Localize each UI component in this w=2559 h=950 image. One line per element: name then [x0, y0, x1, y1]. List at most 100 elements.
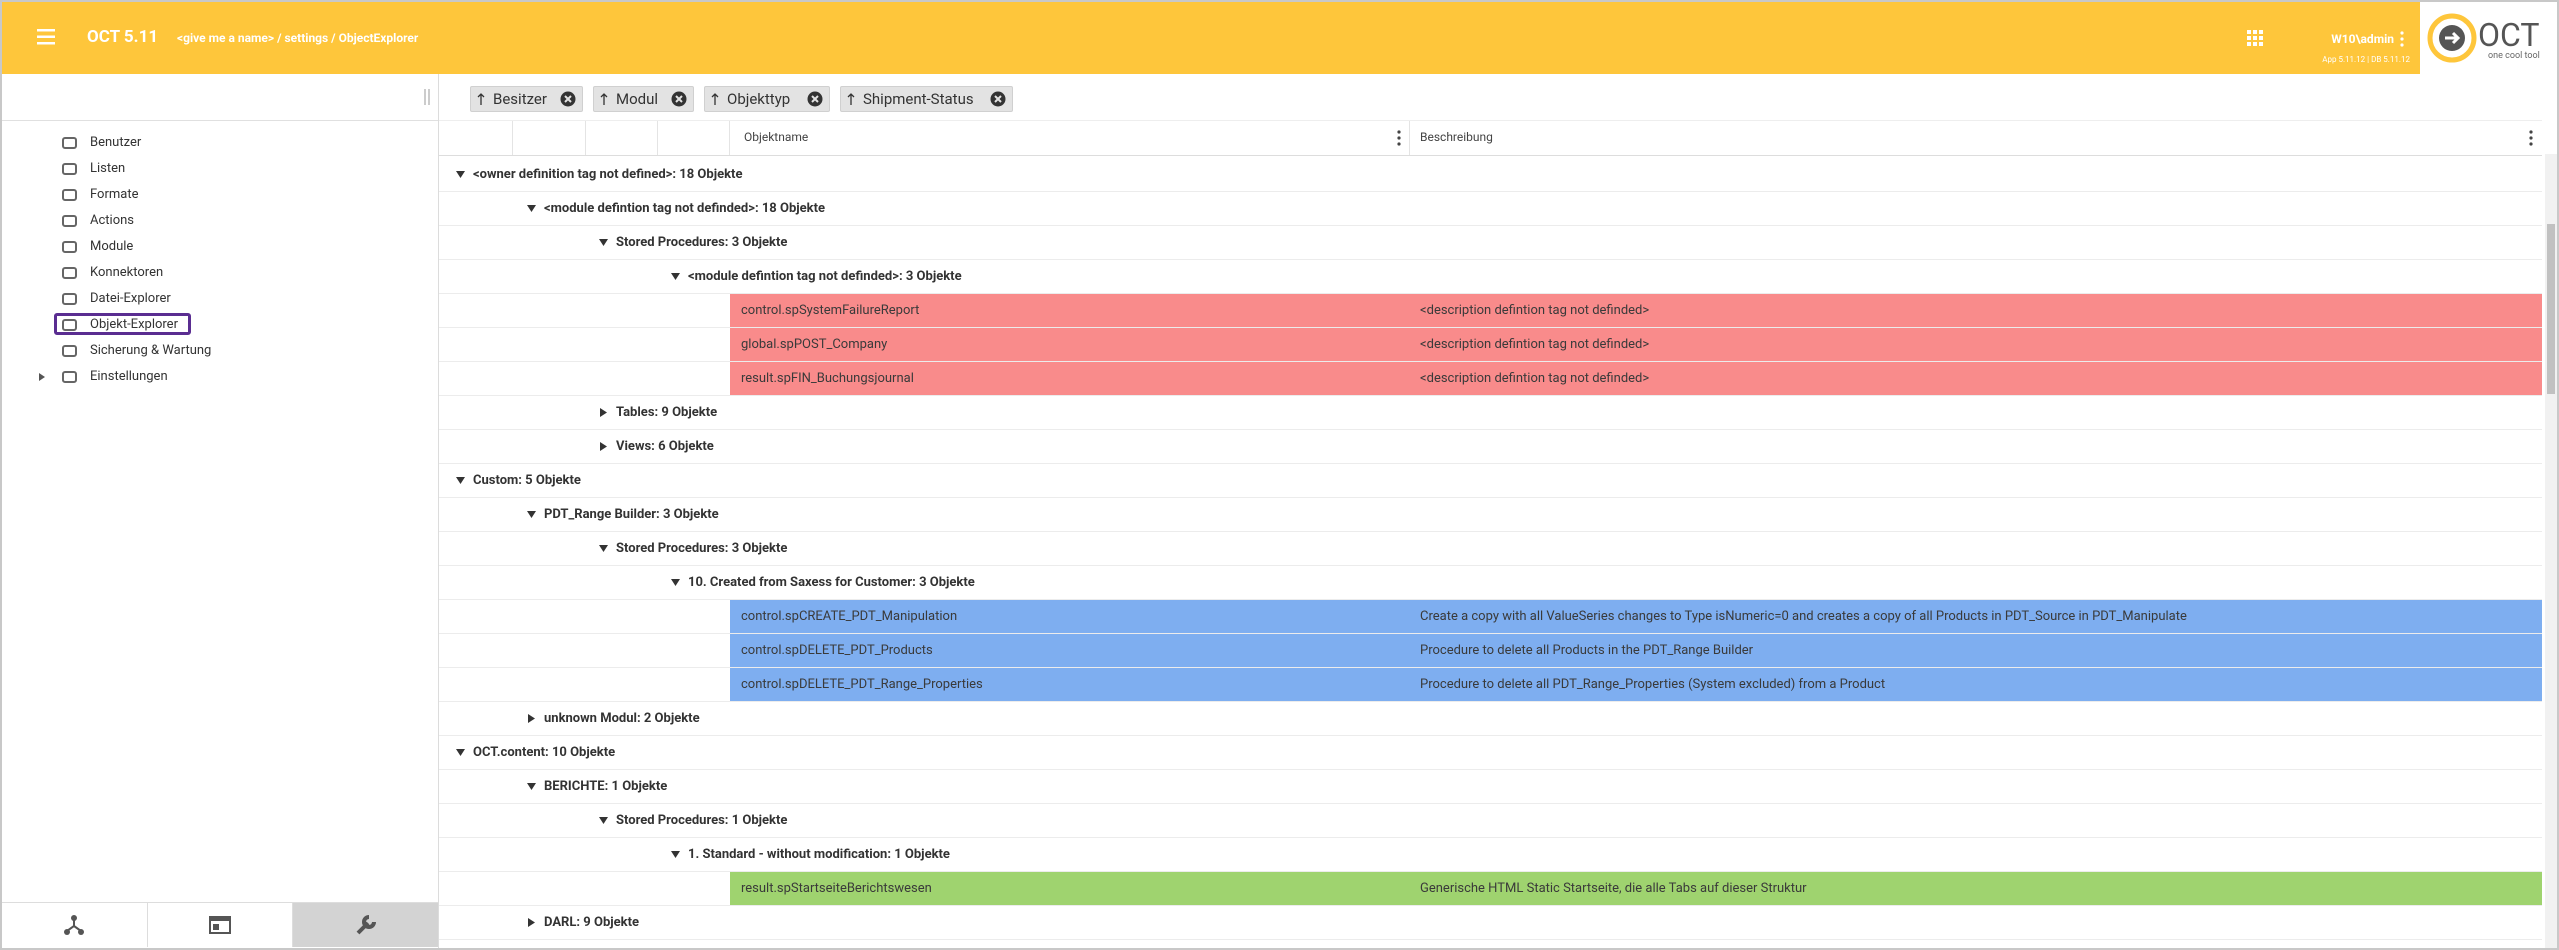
group-row[interactable]: 1. Standard - without modification: 1 Ob…: [439, 838, 2542, 872]
group-chip[interactable]: Shipment-Status: [840, 86, 1013, 112]
nav-item[interactable]: Formate: [2, 182, 438, 208]
collapse-arrow[interactable]: [456, 748, 465, 757]
group-chip[interactable]: Besitzer: [470, 86, 583, 112]
item-row[interactable]: control.spDELETE_PDT_Products Procedure t…: [439, 634, 2542, 668]
item-row[interactable]: control.spSystemFailureReport <descriptio…: [439, 294, 2542, 328]
group-row[interactable]: DARL: 9 Objekte: [439, 906, 2542, 940]
selection-outline: [54, 313, 191, 335]
group-label: Tables: 9 Objekte: [616, 405, 718, 420]
group-row[interactable]: unknown Modul: 2 Objekte: [439, 702, 2542, 736]
collapse-handle[interactable]: [423, 89, 431, 105]
expand-arrow[interactable]: [39, 373, 45, 381]
scrollbar-thumb[interactable]: [2547, 224, 2555, 394]
group-row[interactable]: <owner definition tag not defined>: 18 O…: [439, 158, 2542, 192]
group-row[interactable]: <module defintion tag not definded>: 18 …: [439, 192, 2542, 226]
column-title[interactable]: Beschreibung: [1420, 130, 1493, 144]
arrow-shape: [528, 714, 535, 723]
group-label: <module defintion tag not definded>: 18 …: [544, 201, 826, 216]
column-title[interactable]: Objektname: [744, 130, 809, 144]
group-row[interactable]: BERICHTE: 1 Objekte: [439, 770, 2542, 804]
group-chip[interactable]: Objekttyp: [704, 86, 830, 112]
remove-chip[interactable]: [990, 91, 1006, 107]
collapse-arrow[interactable]: [599, 544, 608, 553]
group-row[interactable]: Stored Procedures: 1 Objekte: [439, 804, 2542, 838]
arrow-shape: [599, 545, 608, 552]
item-row[interactable]: global.spPOST_Company <description defint…: [439, 328, 2542, 362]
collapse-arrow[interactable]: [456, 476, 465, 485]
collapse-arrow[interactable]: [527, 782, 536, 791]
nav-item[interactable]: Module: [2, 234, 438, 260]
group-row[interactable]: Stored Procedures: 3 Objekte: [439, 226, 2542, 260]
object-name: control.spCREATE_PDT_Manipulation: [741, 609, 958, 624]
icon-shape: [811, 95, 819, 103]
collapse-arrow[interactable]: [599, 238, 608, 247]
user-name[interactable]: W10\admin: [2331, 32, 2394, 46]
nav-item[interactable]: Objekt-Explorer: [2, 312, 438, 338]
group-row[interactable]: PDT_Range Builder: 3 Objekte: [439, 498, 2542, 532]
tree-grid: <owner definition tag not defined>: 18 O…: [439, 158, 2542, 948]
arrow-shape: [600, 408, 607, 417]
tab-icon: [356, 915, 376, 935]
logo-name: OCT: [2478, 16, 2540, 54]
remove-chip[interactable]: [560, 91, 576, 107]
user-menu[interactable]: [2400, 31, 2404, 47]
logo-tagline: one cool tool: [2488, 51, 2540, 61]
item-highlight: control.spDELETE_PDT_Range_Properties Pro…: [730, 668, 2542, 701]
group-row[interactable]: Tables: 9 Objekte: [439, 396, 2542, 430]
nav-icon: [62, 163, 77, 175]
group-chip[interactable]: Modul: [593, 86, 694, 112]
nav-icon: [62, 215, 77, 227]
expand-arrow[interactable]: [527, 918, 536, 927]
chip-label: Shipment-Status: [863, 90, 974, 108]
tab-selected[interactable]: [293, 903, 439, 947]
collapse-arrow[interactable]: [456, 170, 465, 179]
column-menu[interactable]: [2529, 130, 2533, 146]
group-row[interactable]: Custom: 5 Objekte: [439, 464, 2542, 498]
expand-arrow[interactable]: [599, 442, 608, 451]
group-row[interactable]: OCT.content: 10 Objekte: [439, 736, 2542, 770]
nav-item[interactable]: Actions: [2, 208, 438, 234]
collapse-arrow[interactable]: [599, 816, 608, 825]
scrollbar[interactable]: [2545, 154, 2557, 948]
nav-item[interactable]: Sicherung & Wartung: [2, 338, 438, 364]
nav-label: Datei-Explorer: [90, 291, 171, 306]
arrow-shape: [456, 749, 465, 756]
tab[interactable]: [2, 903, 148, 947]
collapse-arrow[interactable]: [671, 578, 680, 587]
nav-item[interactable]: Listen: [2, 156, 438, 182]
collapse-arrow[interactable]: [527, 510, 536, 519]
collapse-arrow[interactable]: [527, 204, 536, 213]
tab[interactable]: [148, 903, 294, 947]
icon-shape: [62, 345, 77, 357]
version-info: App 5.11.12 | DB 5.11.12: [2322, 55, 2410, 64]
chip-label: Objekttyp: [727, 90, 791, 108]
group-row[interactable]: Stored Procedures: 3 Objekte: [439, 532, 2542, 566]
icon-shape: [2529, 136, 2533, 140]
breadcrumb[interactable]: <give me a name> / settings / ObjectExpl…: [177, 31, 419, 45]
group-bar: Besitzer Modul Objekttyp Shipment-Status: [439, 74, 2557, 120]
item-row[interactable]: control.spCREATE_PDT_Manipulation Create …: [439, 600, 2542, 634]
apps-button[interactable]: [2247, 30, 2263, 46]
sort-icon: [847, 93, 855, 105]
nav-item[interactable]: Einstellungen: [2, 364, 438, 390]
column-menu[interactable]: [1397, 130, 1401, 146]
item-row[interactable]: result.spFIN_Buchungsjournal <description…: [439, 362, 2542, 396]
nav-item[interactable]: Datei-Explorer: [2, 286, 438, 312]
collapse-arrow[interactable]: [671, 272, 680, 281]
nav-item[interactable]: Benutzer: [2, 130, 438, 156]
item-row[interactable]: result.spStartseiteBerichtswesen Generisc…: [439, 872, 2542, 906]
nav-label: Listen: [90, 161, 126, 176]
expand-arrow[interactable]: [599, 408, 608, 417]
group-row[interactable]: <module defintion tag not definded>: 3 O…: [439, 260, 2542, 294]
item-row[interactable]: control.spDELETE_PDT_Range_Properties Pro…: [439, 668, 2542, 702]
remove-chip[interactable]: [807, 91, 823, 107]
menu-button[interactable]: [37, 29, 57, 45]
group-row[interactable]: Views: 6 Objekte: [439, 430, 2542, 464]
nav-item[interactable]: Konnektoren: [2, 260, 438, 286]
icon-shape: [2529, 130, 2533, 134]
group-row[interactable]: 10. Created from Saxess for Customer: 3 …: [439, 566, 2542, 600]
remove-chip[interactable]: [671, 91, 687, 107]
expand-arrow[interactable]: [527, 714, 536, 723]
collapse-arrow[interactable]: [671, 850, 680, 859]
